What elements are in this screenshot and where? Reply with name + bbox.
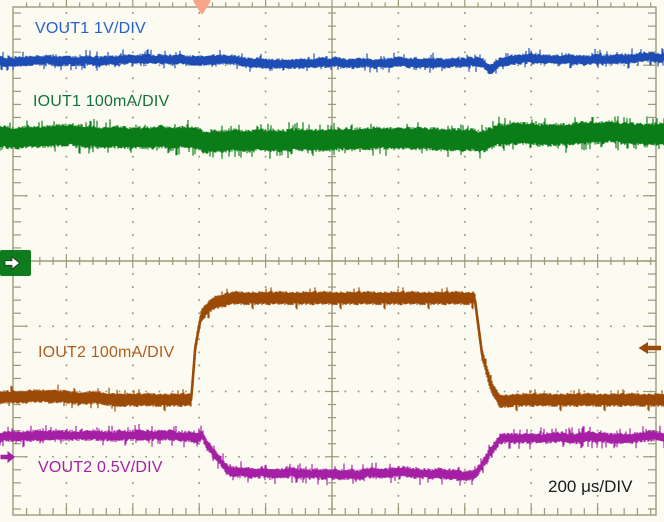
trace-vout2: [0, 423, 664, 486]
trace-iout2: [0, 287, 664, 412]
iout1-label: IOUT1 100mA/DIV: [33, 93, 170, 110]
trace-noise-band: [0, 48, 664, 75]
trace-iout1: [0, 116, 664, 159]
iout2-level-marker-icon: [638, 342, 661, 354]
vout2-level-marker-icon: [0, 451, 15, 463]
trace-noise-band: [0, 423, 664, 486]
vout2-label: VOUT2 0.5V/DIV: [38, 459, 163, 476]
timebase-label: 200 μs/DIV: [548, 477, 633, 496]
iout1-ground-marker-icon: [0, 250, 31, 276]
trace-noise-band: [0, 287, 664, 412]
trace-noise-band: [0, 116, 664, 159]
vout1-level-marker-icon: [0, 55, 15, 67]
vout1-label: VOUT1 1V/DIV: [35, 20, 146, 37]
ground-arrow-icon: [4, 256, 21, 270]
iout2-label: IOUT2 100mA/DIV: [38, 344, 175, 361]
trigger-position-marker-icon: [193, 0, 211, 14]
trace-vout1: [0, 48, 664, 75]
